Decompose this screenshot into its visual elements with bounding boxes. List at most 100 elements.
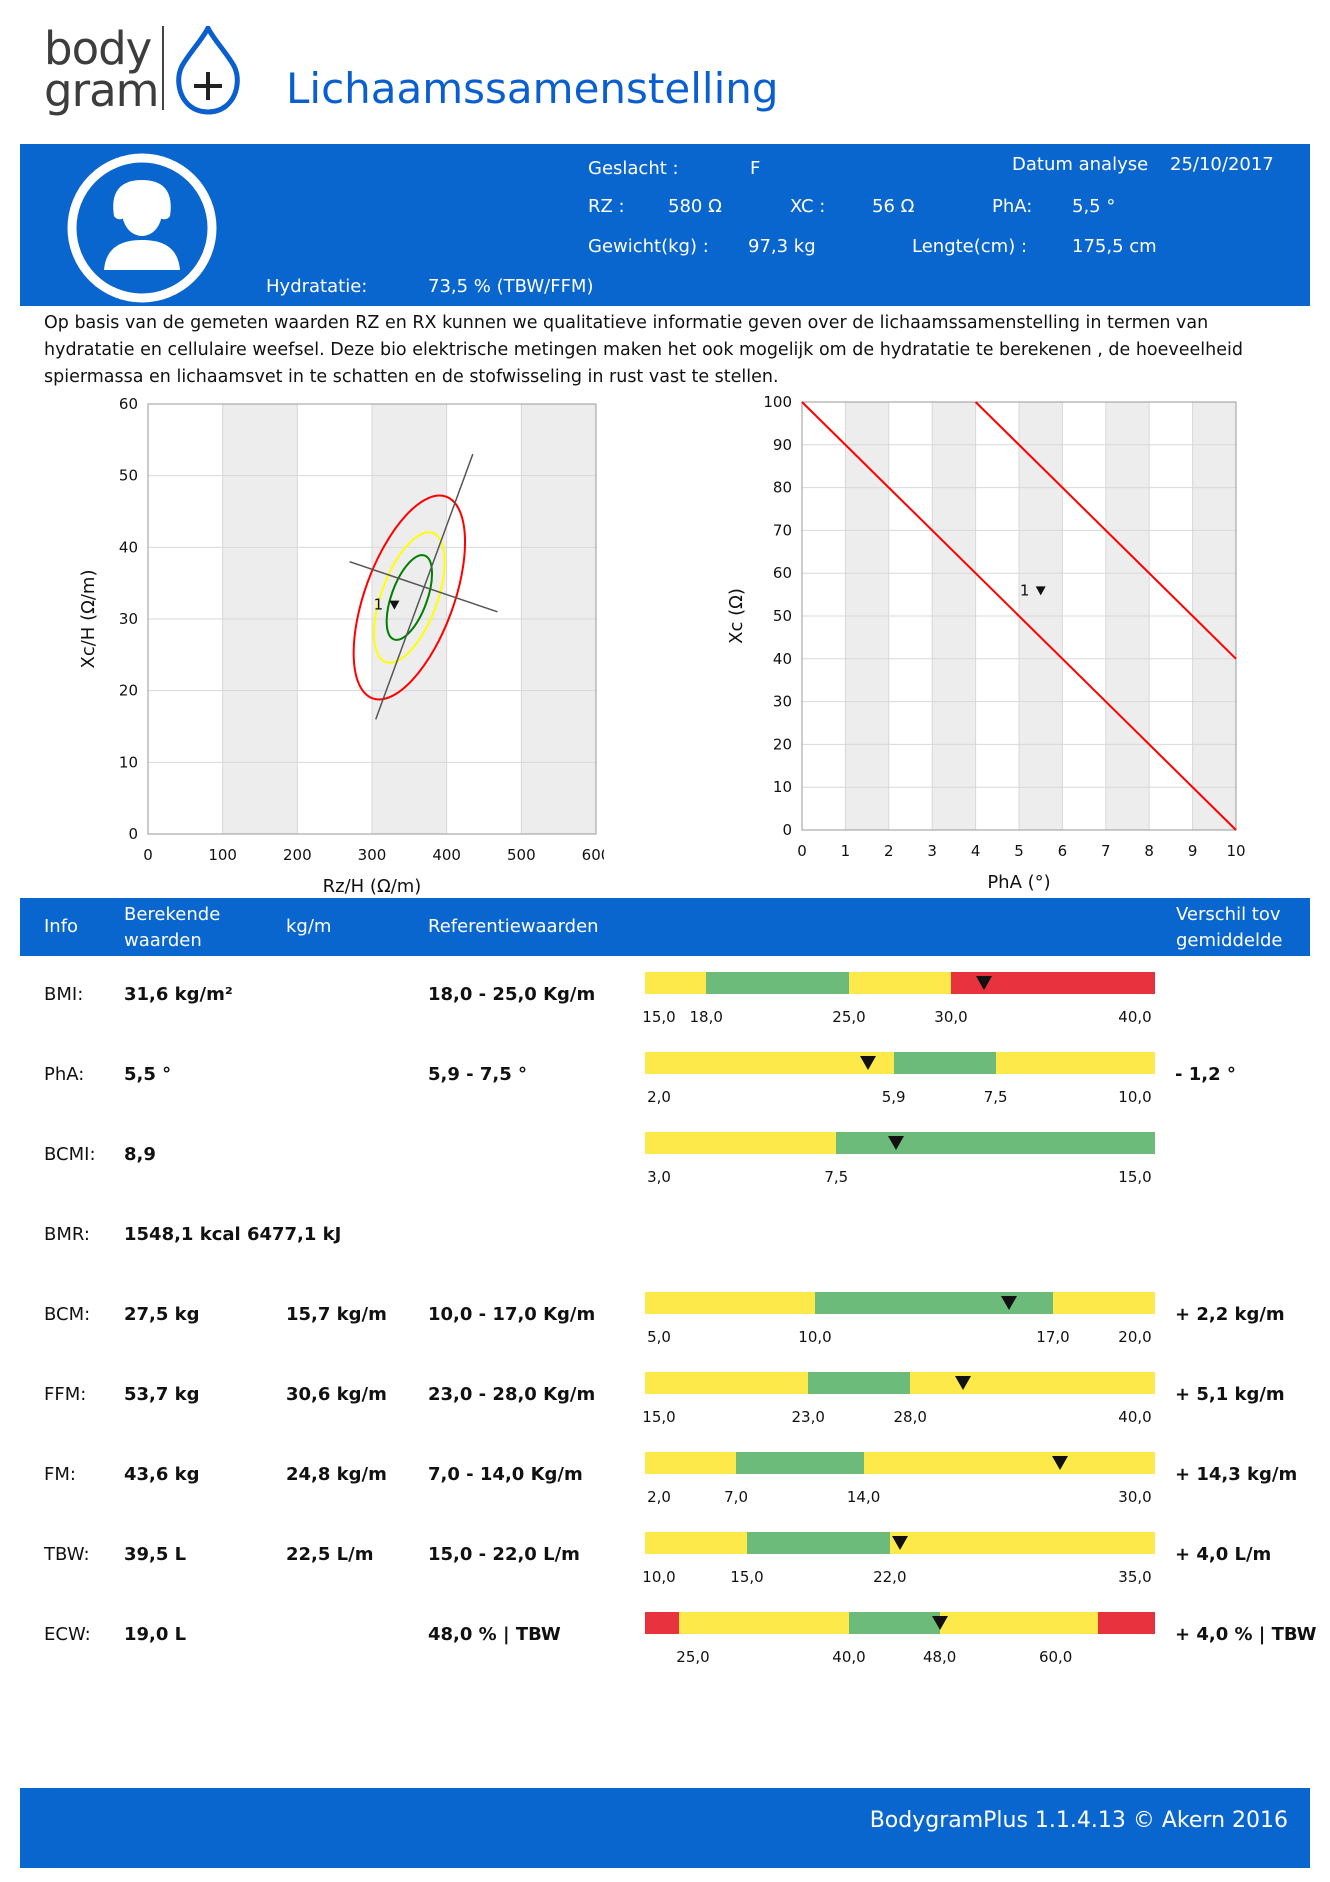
header-verschil-1: Verschil tov bbox=[1176, 904, 1281, 925]
table-row: BCMI: 8,9 3,0 7,5 15,0 bbox=[20, 1130, 1310, 1210]
ellipse-axis bbox=[349, 560, 498, 613]
bar-segment-yellow bbox=[645, 1292, 815, 1314]
tolerance-ellipse bbox=[352, 494, 467, 701]
row-difference: + 4,0 L/m bbox=[1175, 1544, 1272, 1565]
y-tick-label: 70 bbox=[773, 521, 792, 539]
datum-value: 25/10/2017 bbox=[1170, 154, 1274, 175]
datum-label: Datum analyse bbox=[1012, 154, 1149, 175]
x-tick-label: 9 bbox=[1188, 842, 1198, 860]
reference-bar: 2,0 7,0 14,0 30,0 bbox=[645, 1452, 1155, 1506]
bar-segment-yellow bbox=[863, 1452, 1155, 1474]
header-verschil-2: gemiddelde bbox=[1176, 930, 1283, 951]
bar-segment-yellow bbox=[939, 1612, 1099, 1634]
bar-tick-label: 3,0 bbox=[647, 1168, 671, 1186]
rz-label: RZ : bbox=[588, 196, 625, 217]
bar-tick-label: 7,0 bbox=[724, 1488, 748, 1506]
bar-tick-label: 5,0 bbox=[647, 1328, 671, 1346]
bar-tick-label: 10,0 bbox=[642, 1568, 676, 1586]
logo-line-gram: gram bbox=[44, 64, 159, 117]
x-tick-label: 5 bbox=[1014, 842, 1024, 860]
y-tick-label: 90 bbox=[773, 436, 792, 454]
row-value: 19,0 L bbox=[124, 1624, 187, 1645]
y-tick-label: 0 bbox=[128, 825, 138, 843]
row-value: 8,9 bbox=[124, 1144, 156, 1165]
logo-wordmark: body gram bbox=[44, 26, 159, 117]
bar-tick-label: 2,0 bbox=[647, 1088, 671, 1106]
header-referentiewaarden: Referentiewaarden bbox=[428, 916, 599, 937]
table-row: FFM: 53,7 kg 30,6 kg/m 23,0 - 28,0 Kg/m + 5,… bbox=[20, 1370, 1310, 1450]
row-reference: 15,0 - 22,0 L/m bbox=[428, 1544, 580, 1565]
reference-bar: 15,0 23,0 28,0 40,0 bbox=[642, 1372, 1155, 1426]
row-reference: 48,0 % | TBW bbox=[428, 1624, 561, 1645]
tolerance-ellipse bbox=[373, 531, 446, 664]
row-reference: 10,0 - 17,0 Kg/m bbox=[428, 1304, 596, 1325]
bar-segment-yellow bbox=[889, 1532, 1155, 1554]
header-info: Info bbox=[44, 916, 79, 937]
geslacht-label: Geslacht : bbox=[588, 158, 679, 179]
table-row: BMI: 31,6 kg/m² 18,0 - 25,0 Kg/m 15,0 18,0 25… bbox=[20, 970, 1310, 1050]
row-reference: 5,9 - 7,5 ° bbox=[428, 1064, 528, 1085]
logo-divider bbox=[162, 26, 164, 110]
y-tick-label: 60 bbox=[773, 564, 792, 582]
row-value: 27,5 kg bbox=[124, 1304, 200, 1325]
value-marker-icon bbox=[1052, 1456, 1069, 1470]
bar-tick-label: 48,0 bbox=[922, 1648, 957, 1666]
row-label: BCMI: bbox=[44, 1144, 96, 1165]
x-tick-label: 300 bbox=[358, 846, 387, 864]
y-tick-label: 0 bbox=[782, 821, 792, 839]
page-title: Lichaamssamenstelling bbox=[286, 64, 779, 113]
row-reference: 23,0 - 28,0 Kg/m bbox=[428, 1384, 596, 1405]
value-marker-icon bbox=[892, 1536, 908, 1550]
bar-segment-yellow bbox=[645, 1372, 809, 1394]
bar-segment-yellow bbox=[1053, 1292, 1155, 1314]
y-tick-label: 10 bbox=[119, 753, 138, 771]
bar-segment-yellow bbox=[645, 1132, 837, 1154]
row-difference: + 5,1 kg/m bbox=[1175, 1384, 1285, 1405]
xc-value: 56 Ω bbox=[872, 196, 915, 217]
bar-segment-yellow bbox=[995, 1052, 1155, 1074]
results-table-header: Info Berekende waarden kg/m Referentiewa… bbox=[20, 898, 1310, 956]
x-axis-label: Rz/H (Ω/m) bbox=[323, 876, 422, 897]
value-marker-icon bbox=[1000, 1296, 1017, 1310]
x-tick-label: 1 bbox=[841, 842, 851, 860]
bar-tick-label: 22,0 bbox=[873, 1568, 907, 1586]
x-tick-label: 500 bbox=[507, 846, 536, 864]
row-label: BMR: bbox=[44, 1224, 90, 1245]
tolerance-ellipse bbox=[385, 554, 434, 641]
bar-segment-yellow bbox=[849, 972, 951, 994]
y-tick-label: 60 bbox=[119, 395, 138, 413]
bar-segment-yellow bbox=[910, 1372, 1155, 1394]
x-tick-label: 600 bbox=[582, 846, 604, 864]
rz-value: 580 Ω bbox=[668, 196, 722, 217]
header-kgm: kg/m bbox=[286, 916, 332, 937]
series-line bbox=[974, 401, 1237, 660]
row-value: 39,5 L bbox=[124, 1544, 187, 1565]
header-berekende-1: Berekende bbox=[124, 904, 221, 925]
point-label: 1 bbox=[1020, 581, 1030, 599]
bar-segment-green bbox=[849, 1612, 940, 1634]
reference-bar: 5,0 10,0 17,0 20,0 bbox=[645, 1292, 1155, 1346]
bar-tick-label: 28,0 bbox=[893, 1408, 927, 1426]
reference-bar: 25,0 40,0 48,0 60,0 bbox=[645, 1612, 1155, 1666]
footer-band: BodygramPlus 1.1.4.13 © Akern 2016 bbox=[20, 1788, 1310, 1868]
logo-drop-plus-icon bbox=[176, 26, 240, 115]
header-berekende-2: waarden bbox=[124, 930, 202, 951]
bar-tick-label: 23,0 bbox=[791, 1408, 825, 1426]
bar-segment-yellow bbox=[645, 1452, 737, 1474]
bar-segment-yellow bbox=[645, 1532, 747, 1554]
row-kgm: 30,6 kg/m bbox=[286, 1384, 387, 1405]
y-tick-label: 40 bbox=[119, 538, 138, 556]
reference-bar: 15,0 18,0 25,0 30,0 40,0 bbox=[642, 972, 1155, 1026]
pha-label: PhA: bbox=[992, 196, 1033, 217]
rxc-graph: 0 100 200 300 400 500 600 0 10 20 30 40 50 60 Rz/H (Ω/… bbox=[78, 395, 604, 897]
plot-frame bbox=[147, 403, 597, 835]
y-tick-label: 80 bbox=[773, 479, 792, 497]
bar-tick-label: 5,9 bbox=[881, 1088, 906, 1106]
y-tick-label: 20 bbox=[773, 735, 792, 753]
row-kgm: 15,7 kg/m bbox=[286, 1304, 387, 1325]
measurement-point bbox=[1035, 586, 1046, 596]
bar-tick-label: 7,5 bbox=[983, 1088, 1008, 1106]
bar-segment-green bbox=[706, 972, 849, 994]
row-difference: + 14,3 kg/m bbox=[1175, 1464, 1298, 1485]
